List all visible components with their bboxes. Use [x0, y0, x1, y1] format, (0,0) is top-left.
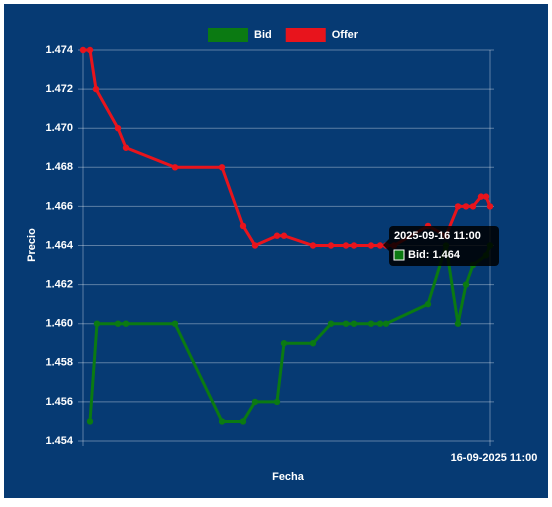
tooltip-swatch — [393, 249, 405, 261]
point — [239, 418, 247, 425]
point — [327, 320, 335, 327]
point — [86, 418, 94, 425]
point — [462, 281, 470, 288]
point — [382, 320, 390, 327]
point — [469, 203, 477, 210]
point — [218, 418, 226, 425]
y-tick-label: 1.466 — [45, 200, 73, 212]
point — [251, 242, 259, 249]
line — [88, 244, 492, 423]
y-tick-label: 1.468 — [45, 161, 73, 173]
tooltip-box — [389, 226, 499, 266]
point — [367, 242, 375, 249]
point — [114, 320, 122, 327]
point — [486, 203, 494, 210]
legend-swatch — [208, 28, 248, 42]
point — [477, 193, 485, 200]
point — [482, 193, 490, 200]
tooltip-label: Bid: 1.464 — [408, 249, 461, 261]
y-tick-label: 1.458 — [45, 357, 73, 369]
point — [79, 46, 87, 54]
point — [251, 398, 259, 406]
y-tick-label: 1.456 — [45, 396, 73, 408]
y-axis-title: Precio — [26, 228, 38, 262]
point — [376, 242, 384, 249]
x-tick-label: 16-09-2025 11:00 — [451, 452, 538, 464]
point — [376, 320, 384, 327]
point — [218, 164, 226, 171]
y-tick-label: 1.454 — [45, 435, 73, 447]
point — [367, 320, 375, 327]
y-tick-label: 1.472 — [45, 83, 73, 95]
x-axis-title: Fecha — [272, 471, 305, 483]
point — [93, 320, 101, 327]
point — [239, 222, 247, 230]
point — [280, 232, 288, 239]
tooltip: 2025-09-16 11:00 Bid: 1.464 — [383, 226, 499, 266]
y-tick-label: 1.470 — [45, 122, 73, 134]
point — [273, 232, 281, 239]
point — [342, 320, 350, 327]
point — [462, 203, 470, 210]
point — [86, 46, 94, 54]
point — [114, 125, 122, 132]
tooltip-title: 2025-09-16 11:00 — [394, 230, 481, 242]
legend-label: Bid — [254, 29, 272, 41]
y-tick-label: 1.464 — [45, 239, 73, 251]
point — [327, 242, 335, 249]
tooltip-caret — [383, 239, 389, 251]
point — [122, 320, 130, 327]
y-tick-label: 1.474 — [45, 44, 73, 56]
y-tick-label: 1.460 — [45, 318, 73, 330]
point — [350, 242, 358, 249]
point — [122, 144, 130, 151]
point — [454, 320, 462, 327]
y-tick-label: 1.462 — [45, 279, 73, 291]
point — [171, 164, 179, 171]
point — [309, 340, 317, 347]
point — [342, 242, 350, 249]
legend-swatch — [285, 28, 326, 42]
point — [280, 340, 288, 347]
point — [350, 320, 358, 327]
point — [273, 398, 281, 406]
point — [309, 242, 317, 249]
legend-label: Offer — [332, 29, 359, 41]
point — [454, 203, 462, 210]
point — [424, 300, 432, 308]
point — [171, 320, 179, 327]
point — [92, 85, 100, 93]
